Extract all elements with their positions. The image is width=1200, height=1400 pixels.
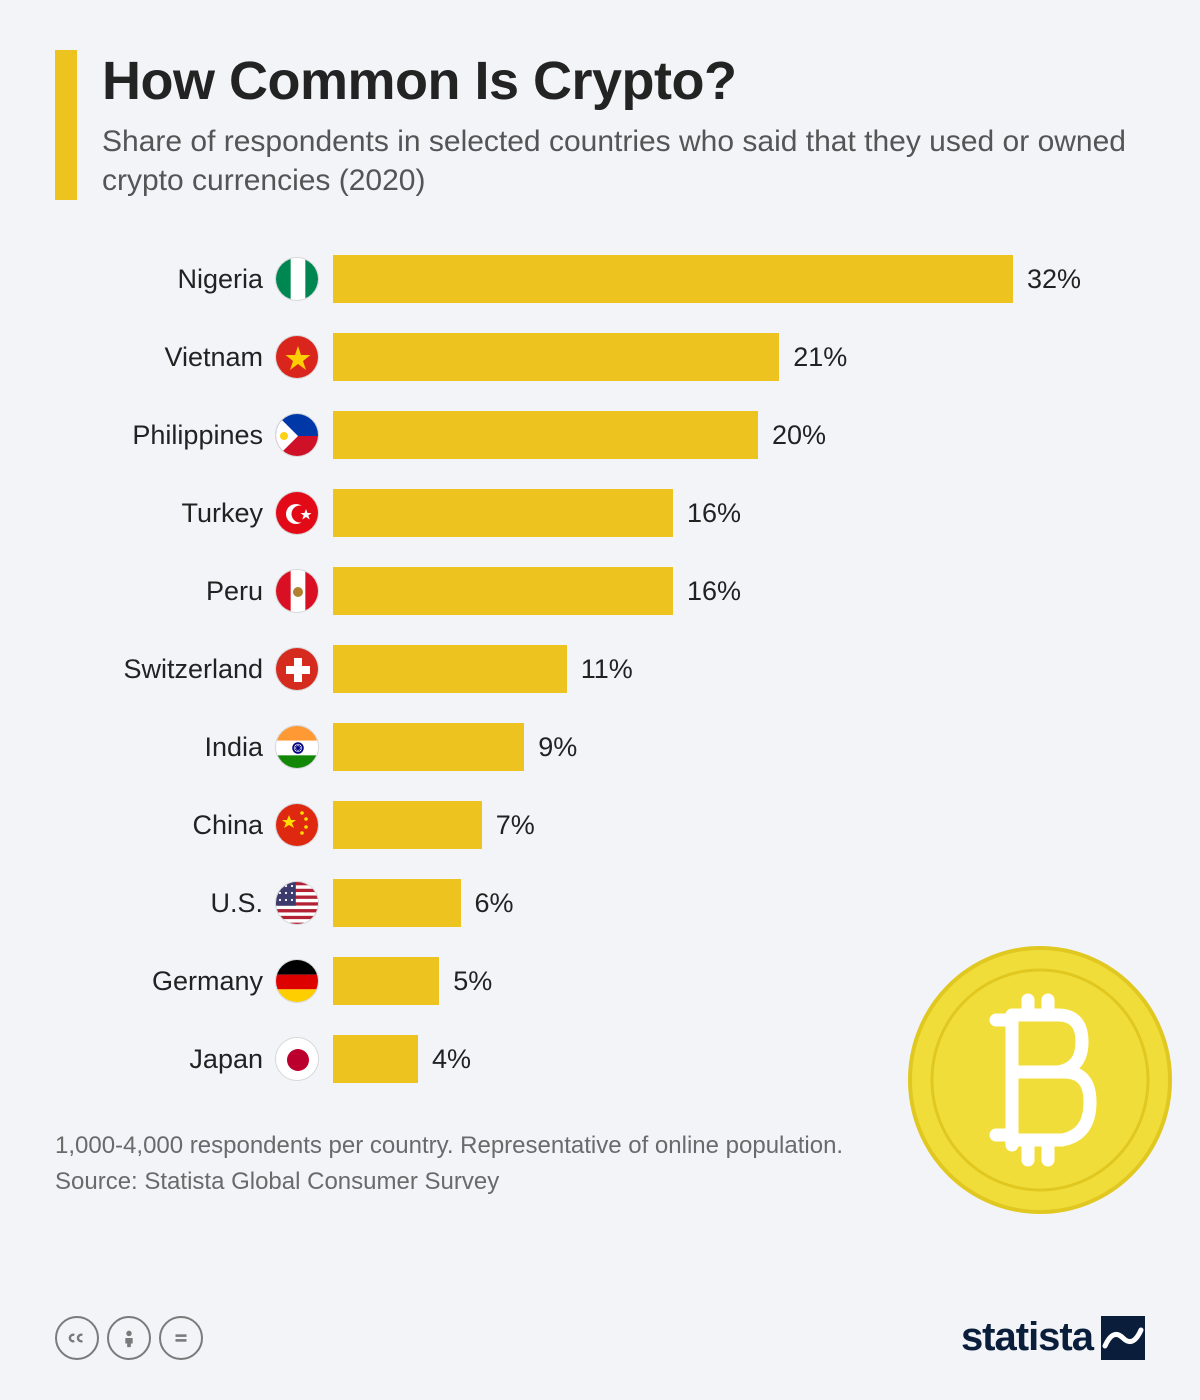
cc-by-icon xyxy=(107,1316,151,1360)
bar xyxy=(333,879,461,927)
bar-container: 9% xyxy=(333,723,1145,771)
value-label: 20% xyxy=(772,420,826,451)
accent-bar xyxy=(55,50,77,200)
flag-icon-nigeria xyxy=(275,257,319,301)
bar-row: Nigeria 32% xyxy=(55,240,1145,318)
cc-icon xyxy=(55,1316,99,1360)
country-label: Germany xyxy=(55,966,275,997)
header: How Common Is Crypto? Share of responden… xyxy=(55,50,1145,200)
value-label: 11% xyxy=(581,654,633,685)
bar-row: U.S. 6% xyxy=(55,864,1145,942)
bar xyxy=(333,801,482,849)
country-label: U.S. xyxy=(55,888,275,919)
value-label: 6% xyxy=(475,888,514,919)
bar xyxy=(333,411,758,459)
bar-row: Turkey 16% xyxy=(55,474,1145,552)
bar-container: 7% xyxy=(333,801,1145,849)
flag-icon-turkey xyxy=(275,491,319,535)
bar-container: 21% xyxy=(333,333,1145,381)
flag-icon-philippines xyxy=(275,413,319,457)
bar-container: 32% xyxy=(333,255,1145,303)
bar-row: China 7% xyxy=(55,786,1145,864)
country-label: India xyxy=(55,732,275,763)
bar-container: 16% xyxy=(333,567,1145,615)
flag-icon-japan xyxy=(275,1037,319,1081)
value-label: 4% xyxy=(432,1044,471,1075)
value-label: 9% xyxy=(538,732,577,763)
header-text: How Common Is Crypto? Share of responden… xyxy=(102,50,1145,200)
flag-icon-china xyxy=(275,803,319,847)
bar-container: 16% xyxy=(333,489,1145,537)
country-label: Japan xyxy=(55,1044,275,1075)
value-label: 16% xyxy=(687,576,741,607)
bar xyxy=(333,255,1013,303)
bitcoin-coin-icon xyxy=(900,940,1180,1220)
bar xyxy=(333,489,673,537)
chart-subtitle: Share of respondents in selected countri… xyxy=(102,122,1145,200)
bar-container: 6% xyxy=(333,879,1145,927)
flag-icon-germany xyxy=(275,959,319,1003)
bar-container: 20% xyxy=(333,411,1145,459)
value-label: 5% xyxy=(453,966,492,997)
country-label: Vietnam xyxy=(55,342,275,373)
flag-icon-india xyxy=(275,725,319,769)
bar-row: Switzerland 11% xyxy=(55,630,1145,708)
country-label: China xyxy=(55,810,275,841)
flag-icon-us xyxy=(275,881,319,925)
cc-license-icons xyxy=(55,1316,203,1360)
bar xyxy=(333,645,567,693)
chart-title: How Common Is Crypto? xyxy=(102,50,1145,112)
value-label: 32% xyxy=(1027,264,1081,295)
country-label: Turkey xyxy=(55,498,275,529)
bottom-bar: statista xyxy=(55,1315,1145,1360)
bar-container: 11% xyxy=(333,645,1145,693)
flag-icon-vietnam xyxy=(275,335,319,379)
bar-row: Peru 16% xyxy=(55,552,1145,630)
cc-nd-icon xyxy=(159,1316,203,1360)
country-label: Switzerland xyxy=(55,654,275,685)
country-label: Nigeria xyxy=(55,264,275,295)
bar xyxy=(333,567,673,615)
statista-wave-icon xyxy=(1101,1316,1145,1360)
bar xyxy=(333,957,439,1005)
bar-row: India 9% xyxy=(55,708,1145,786)
flag-icon-switzerland xyxy=(275,647,319,691)
bar xyxy=(333,723,524,771)
value-label: 21% xyxy=(793,342,847,373)
bar-row: Vietnam 21% xyxy=(55,318,1145,396)
logo-text: statista xyxy=(961,1315,1093,1360)
flag-icon-peru xyxy=(275,569,319,613)
bar-row: Philippines 20% xyxy=(55,396,1145,474)
value-label: 16% xyxy=(687,498,741,529)
country-label: Peru xyxy=(55,576,275,607)
bar xyxy=(333,1035,418,1083)
statista-logo: statista xyxy=(961,1315,1145,1360)
value-label: 7% xyxy=(496,810,535,841)
country-label: Philippines xyxy=(55,420,275,451)
bar xyxy=(333,333,779,381)
